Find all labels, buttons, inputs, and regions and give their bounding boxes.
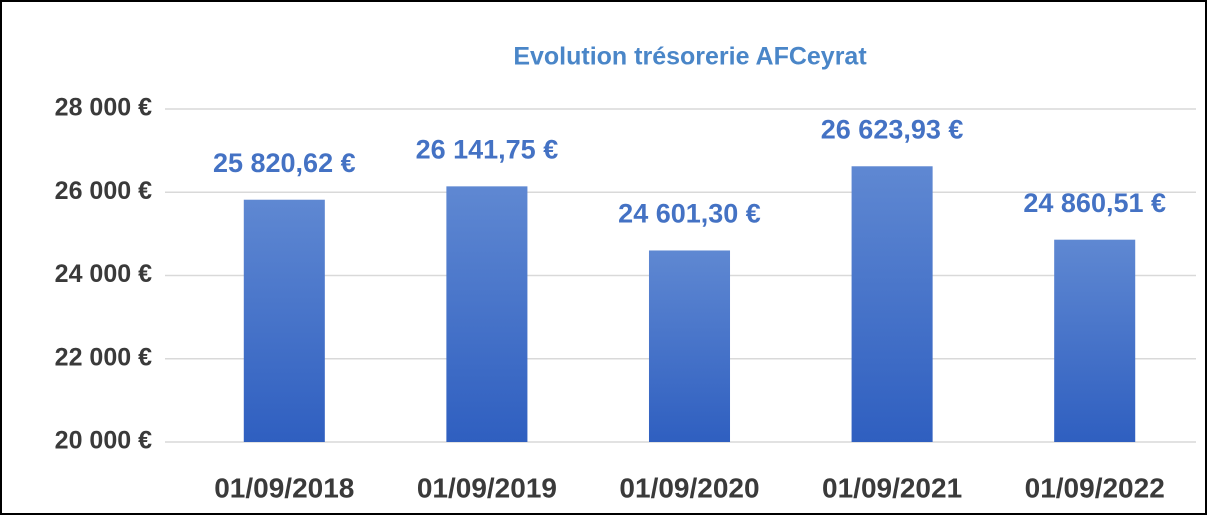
value-label: 26 141,75 € — [416, 134, 559, 164]
x-tick-label: 01/09/2020 — [619, 472, 759, 503]
x-tick-label: 01/09/2021 — [822, 472, 962, 503]
value-label: 24 601,30 € — [618, 199, 761, 229]
value-label: 24 860,51 € — [1023, 188, 1166, 218]
y-tick-label: 20 000 € — [55, 427, 152, 455]
bar — [851, 166, 933, 442]
y-tick-label: 22 000 € — [55, 343, 152, 371]
bar — [446, 186, 528, 442]
x-tick-label: 01/09/2022 — [1025, 472, 1165, 503]
chart-title: Evolution trésorerie AFCeyrat — [513, 43, 867, 71]
bar — [1054, 239, 1136, 442]
value-label: 25 820,62 € — [213, 148, 356, 178]
x-tick-label: 01/09/2018 — [214, 472, 354, 503]
bar — [243, 199, 325, 442]
bar — [648, 250, 731, 442]
y-tick-label: 26 000 € — [55, 177, 152, 205]
y-tick-label: 24 000 € — [55, 260, 152, 288]
value-label: 26 623,93 € — [821, 114, 964, 144]
y-tick-label: 28 000 € — [55, 94, 152, 122]
x-tick-label: 01/09/2019 — [417, 472, 557, 503]
